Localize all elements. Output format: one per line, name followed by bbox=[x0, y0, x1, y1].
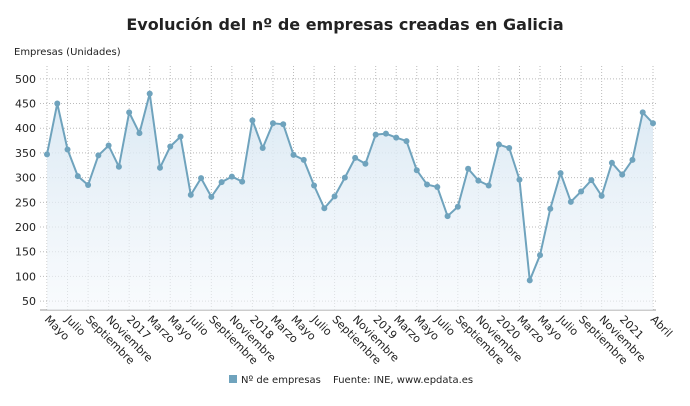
point bbox=[115, 163, 122, 170]
point bbox=[44, 151, 50, 158]
point bbox=[64, 146, 71, 153]
point bbox=[352, 154, 359, 161]
point bbox=[136, 130, 143, 137]
y-tick-label: 50 bbox=[22, 295, 36, 308]
point bbox=[444, 213, 451, 220]
point bbox=[567, 198, 574, 205]
point bbox=[372, 131, 379, 138]
source: Fuente: INE, www.epdata.es bbox=[333, 375, 473, 386]
point bbox=[249, 117, 256, 124]
y-tick-label: 400 bbox=[15, 122, 36, 135]
point bbox=[434, 184, 441, 191]
point bbox=[475, 177, 482, 184]
y-tick-label: 500 bbox=[15, 73, 36, 86]
point bbox=[105, 142, 112, 149]
point bbox=[341, 174, 348, 181]
point bbox=[300, 156, 307, 163]
y-tick-label: 150 bbox=[15, 246, 36, 259]
y-tick-label: 100 bbox=[15, 270, 36, 283]
point bbox=[382, 130, 389, 137]
point bbox=[557, 170, 564, 177]
point bbox=[269, 120, 276, 127]
point bbox=[608, 159, 615, 166]
point bbox=[619, 171, 626, 178]
point bbox=[650, 120, 656, 127]
point bbox=[629, 156, 636, 163]
point bbox=[393, 134, 400, 141]
point bbox=[54, 100, 61, 107]
point bbox=[537, 252, 544, 259]
point bbox=[280, 121, 287, 128]
y-tick-label: 300 bbox=[15, 172, 36, 185]
area bbox=[47, 93, 653, 311]
point bbox=[547, 205, 554, 212]
point bbox=[259, 144, 266, 151]
point bbox=[208, 193, 215, 200]
point bbox=[198, 175, 205, 182]
point bbox=[506, 144, 513, 151]
point bbox=[239, 178, 246, 185]
y-tick-label: 450 bbox=[15, 98, 36, 111]
point bbox=[454, 203, 461, 210]
legend-label: Nº de empresas bbox=[241, 375, 321, 386]
point bbox=[588, 177, 595, 184]
point bbox=[156, 164, 163, 171]
y-tick-label: 200 bbox=[15, 221, 36, 234]
point bbox=[362, 160, 369, 167]
chart-title: Evolución del nº de empresas creadas en … bbox=[126, 15, 563, 34]
point bbox=[495, 141, 502, 148]
point bbox=[167, 143, 174, 150]
point bbox=[331, 193, 338, 200]
point bbox=[485, 182, 492, 189]
point bbox=[321, 205, 328, 212]
point bbox=[290, 151, 297, 158]
point bbox=[311, 182, 318, 189]
point bbox=[516, 176, 523, 183]
point bbox=[228, 173, 235, 180]
legend-swatch bbox=[229, 375, 237, 383]
point bbox=[413, 167, 420, 174]
point bbox=[598, 192, 605, 199]
point bbox=[578, 188, 585, 195]
point bbox=[526, 277, 533, 284]
point bbox=[639, 109, 646, 116]
point bbox=[95, 152, 102, 159]
point bbox=[146, 90, 153, 97]
point bbox=[126, 109, 133, 116]
point bbox=[177, 133, 184, 140]
y-axis-label: Empresas (Unidades) bbox=[14, 47, 121, 58]
point bbox=[74, 173, 81, 180]
point bbox=[187, 191, 194, 198]
x-tick-label: Abril bbox=[648, 313, 675, 340]
point bbox=[403, 138, 410, 145]
point bbox=[218, 179, 225, 186]
point bbox=[85, 182, 92, 189]
y-tick-label: 350 bbox=[15, 147, 36, 160]
line bbox=[46, 93, 654, 281]
point bbox=[424, 181, 431, 188]
y-tick-label: 250 bbox=[15, 196, 36, 209]
point bbox=[465, 165, 472, 172]
